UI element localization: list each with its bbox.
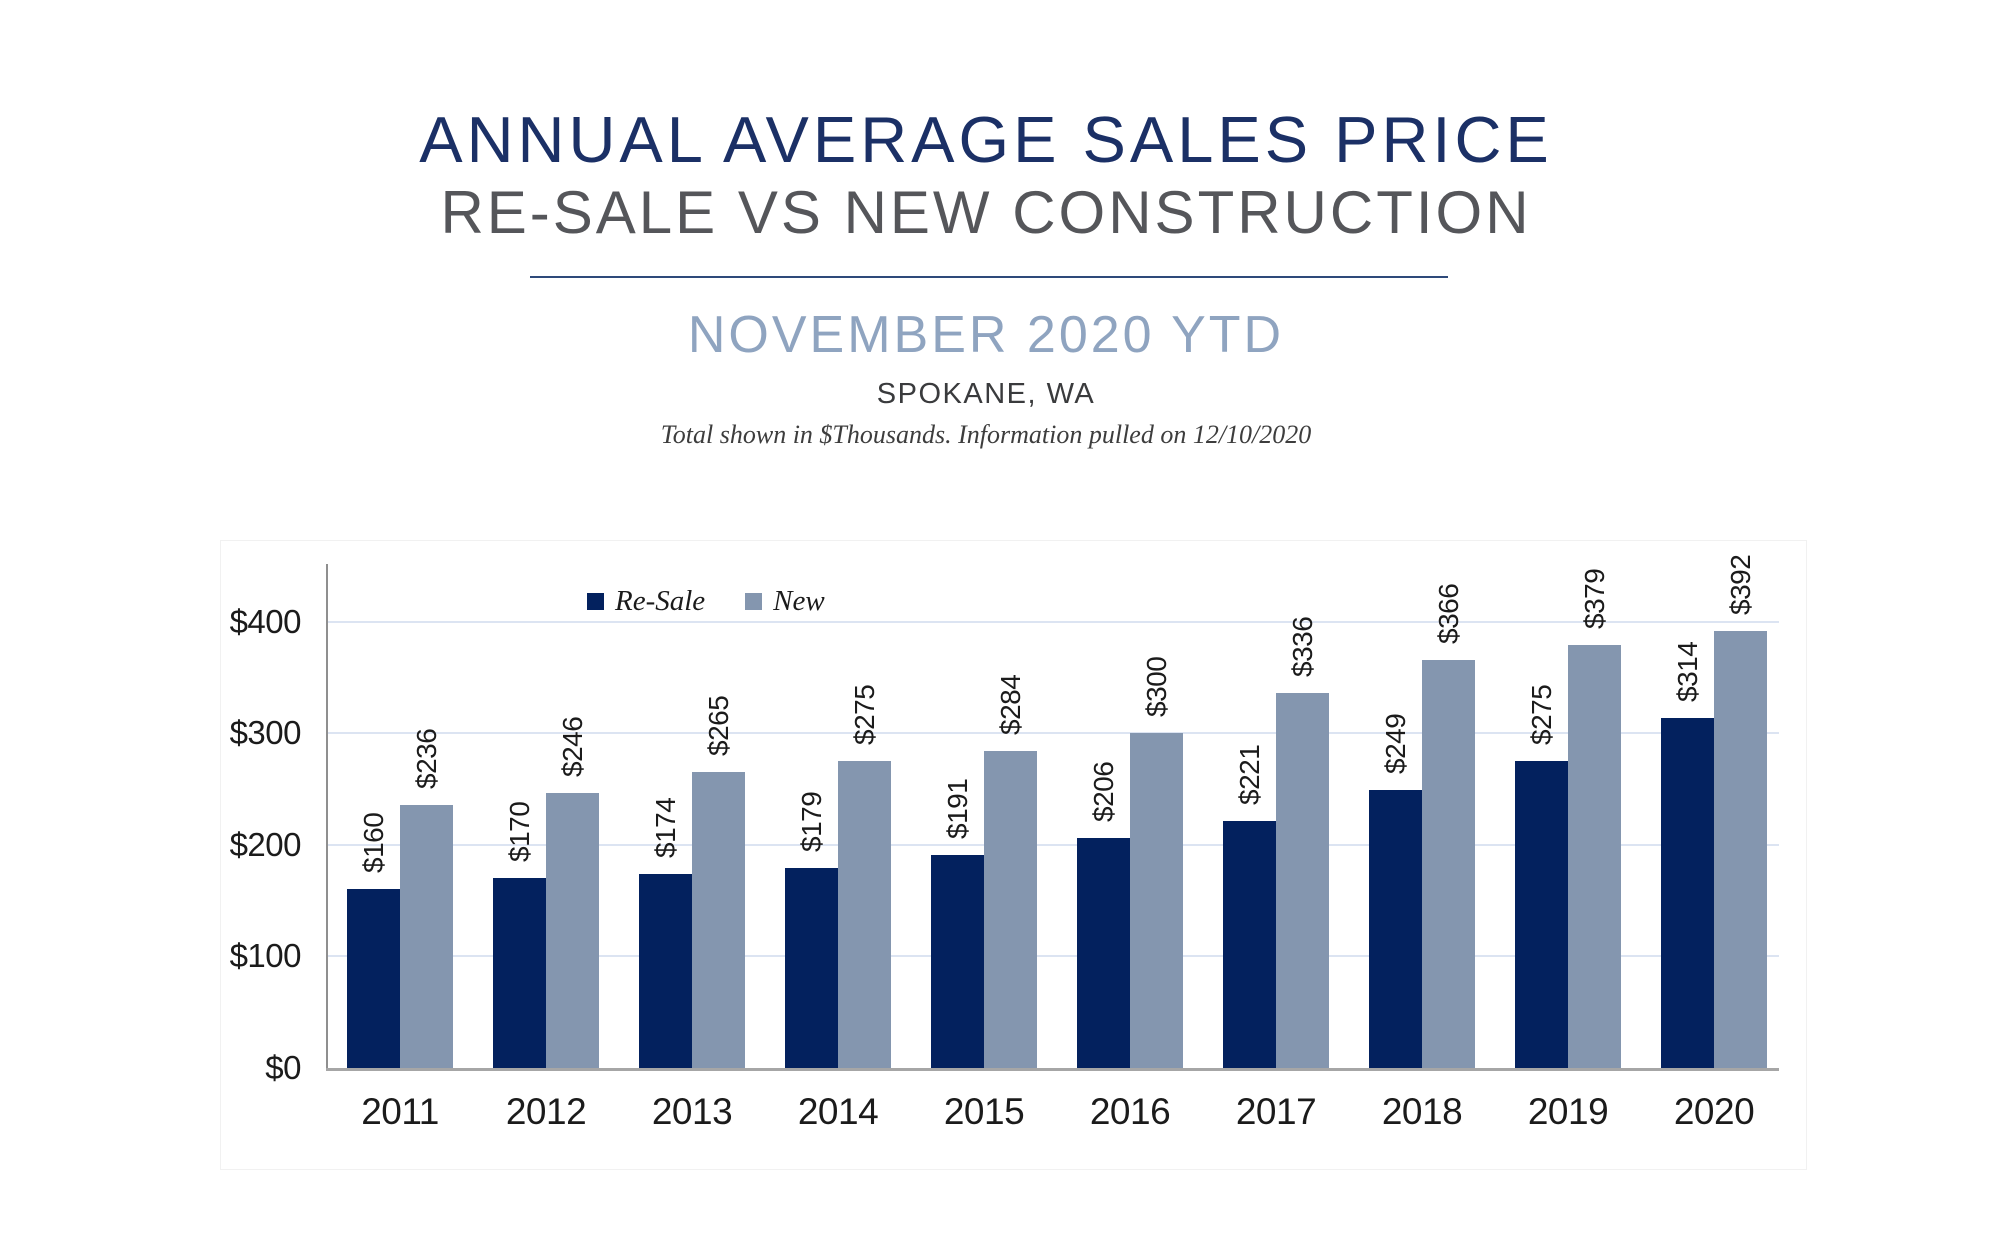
value-label-new-2011: $236 bbox=[410, 728, 442, 789]
value-label-new-2013: $265 bbox=[702, 695, 734, 756]
x-axis-label-2019: 2019 bbox=[1527, 1091, 1609, 1132]
y-axis-line bbox=[326, 564, 328, 1070]
gridline-$100 bbox=[327, 955, 1779, 958]
value-label-new-2017: $336 bbox=[1286, 616, 1318, 677]
bar-new-2018 bbox=[1422, 660, 1475, 1068]
bar-re-sale-2012 bbox=[493, 878, 546, 1068]
bar-re-sale-2013 bbox=[639, 874, 692, 1068]
page-title: ANNUAL AVERAGE SALES PRICE bbox=[419, 103, 1553, 176]
gridline-$200 bbox=[327, 843, 1779, 846]
value-label-re-sale-2011: $160 bbox=[357, 812, 389, 873]
x-axis-line bbox=[326, 1068, 1779, 1071]
value-label-re-sale-2019: $275 bbox=[1525, 684, 1557, 745]
value-label-new-2012: $246 bbox=[556, 716, 588, 777]
report-note: Total shown in $Thousands. Information p… bbox=[660, 420, 1312, 449]
y-axis-label-$200: $200 bbox=[229, 825, 302, 863]
bar-re-sale-2011 bbox=[347, 889, 400, 1068]
value-label-new-2015: $284 bbox=[994, 674, 1026, 735]
bar-re-sale-2017 bbox=[1223, 821, 1276, 1068]
value-label-new-2020: $392 bbox=[1724, 554, 1756, 615]
legend-label-new: New bbox=[773, 585, 825, 617]
bar-new-2012 bbox=[546, 793, 599, 1068]
bar-new-2017 bbox=[1276, 693, 1329, 1068]
bar-new-2013 bbox=[692, 772, 745, 1068]
value-label-new-2018: $366 bbox=[1432, 583, 1464, 644]
x-axis-label-2020: 2020 bbox=[1673, 1091, 1755, 1132]
legend-label-resale: Re-Sale bbox=[615, 585, 706, 617]
value-label-re-sale-2015: $191 bbox=[941, 778, 973, 839]
y-axis-label-$300: $300 bbox=[229, 714, 302, 752]
bar-new-2019 bbox=[1568, 645, 1621, 1068]
x-axis-label-2014: 2014 bbox=[797, 1091, 879, 1132]
value-label-re-sale-2014: $179 bbox=[795, 791, 827, 852]
x-axis-label-2016: 2016 bbox=[1089, 1091, 1171, 1132]
page-subtitle: RE-SALE VS NEW CONSTRUCTION bbox=[440, 179, 1532, 246]
report-location: SPOKANE, WA bbox=[876, 378, 1096, 410]
report-period: NOVEMBER 2020 YTD bbox=[687, 306, 1285, 364]
value-label-re-sale-2016: $206 bbox=[1087, 761, 1119, 822]
header-divider bbox=[530, 276, 1448, 278]
x-axis-label-2013: 2013 bbox=[651, 1091, 733, 1132]
value-label-re-sale-2018: $249 bbox=[1379, 713, 1411, 774]
bar-re-sale-2019 bbox=[1515, 761, 1568, 1068]
y-axis-label-$100: $100 bbox=[229, 937, 302, 975]
x-axis-label-2018: 2018 bbox=[1381, 1091, 1463, 1132]
bar-new-2016 bbox=[1130, 733, 1183, 1068]
x-axis-label-2017: 2017 bbox=[1235, 1091, 1317, 1132]
y-axis-label-$0: $0 bbox=[265, 1049, 301, 1086]
bar-re-sale-2018 bbox=[1369, 790, 1422, 1068]
bar-re-sale-2020 bbox=[1661, 718, 1714, 1068]
value-label-new-2014: $275 bbox=[848, 684, 880, 745]
bar-re-sale-2015 bbox=[931, 855, 984, 1068]
value-label-re-sale-2013: $174 bbox=[649, 797, 681, 858]
x-axis-label-2015: 2015 bbox=[943, 1091, 1025, 1132]
value-label-new-2019: $379 bbox=[1578, 568, 1610, 629]
legend-swatch-new bbox=[745, 593, 763, 610]
bar-new-2020 bbox=[1714, 631, 1767, 1068]
bar-chart-panel: Re-Sale New $0 $100 $200 $300 $400 $160 $236 20… bbox=[220, 540, 1807, 1170]
gridline-$300 bbox=[327, 732, 1779, 735]
legend-swatch-resale bbox=[587, 593, 604, 610]
x-axis-label-2011: 2011 bbox=[361, 1091, 439, 1132]
value-label-new-2016: $300 bbox=[1140, 656, 1172, 717]
gridline-$400 bbox=[327, 620, 1779, 623]
chart-legend: Re-Sale New bbox=[587, 585, 865, 618]
bar-new-2015 bbox=[984, 751, 1037, 1068]
bar-re-sale-2014 bbox=[785, 868, 838, 1068]
value-label-re-sale-2012: $170 bbox=[503, 801, 535, 862]
value-label-re-sale-2017: $221 bbox=[1233, 744, 1265, 805]
x-axis-label-2012: 2012 bbox=[505, 1091, 587, 1132]
bar-re-sale-2016 bbox=[1077, 838, 1130, 1068]
bar-new-2014 bbox=[838, 761, 891, 1068]
bar-new-2011 bbox=[400, 805, 453, 1068]
value-label-re-sale-2020: $314 bbox=[1671, 641, 1703, 702]
y-axis-label-$400: $400 bbox=[229, 602, 302, 640]
